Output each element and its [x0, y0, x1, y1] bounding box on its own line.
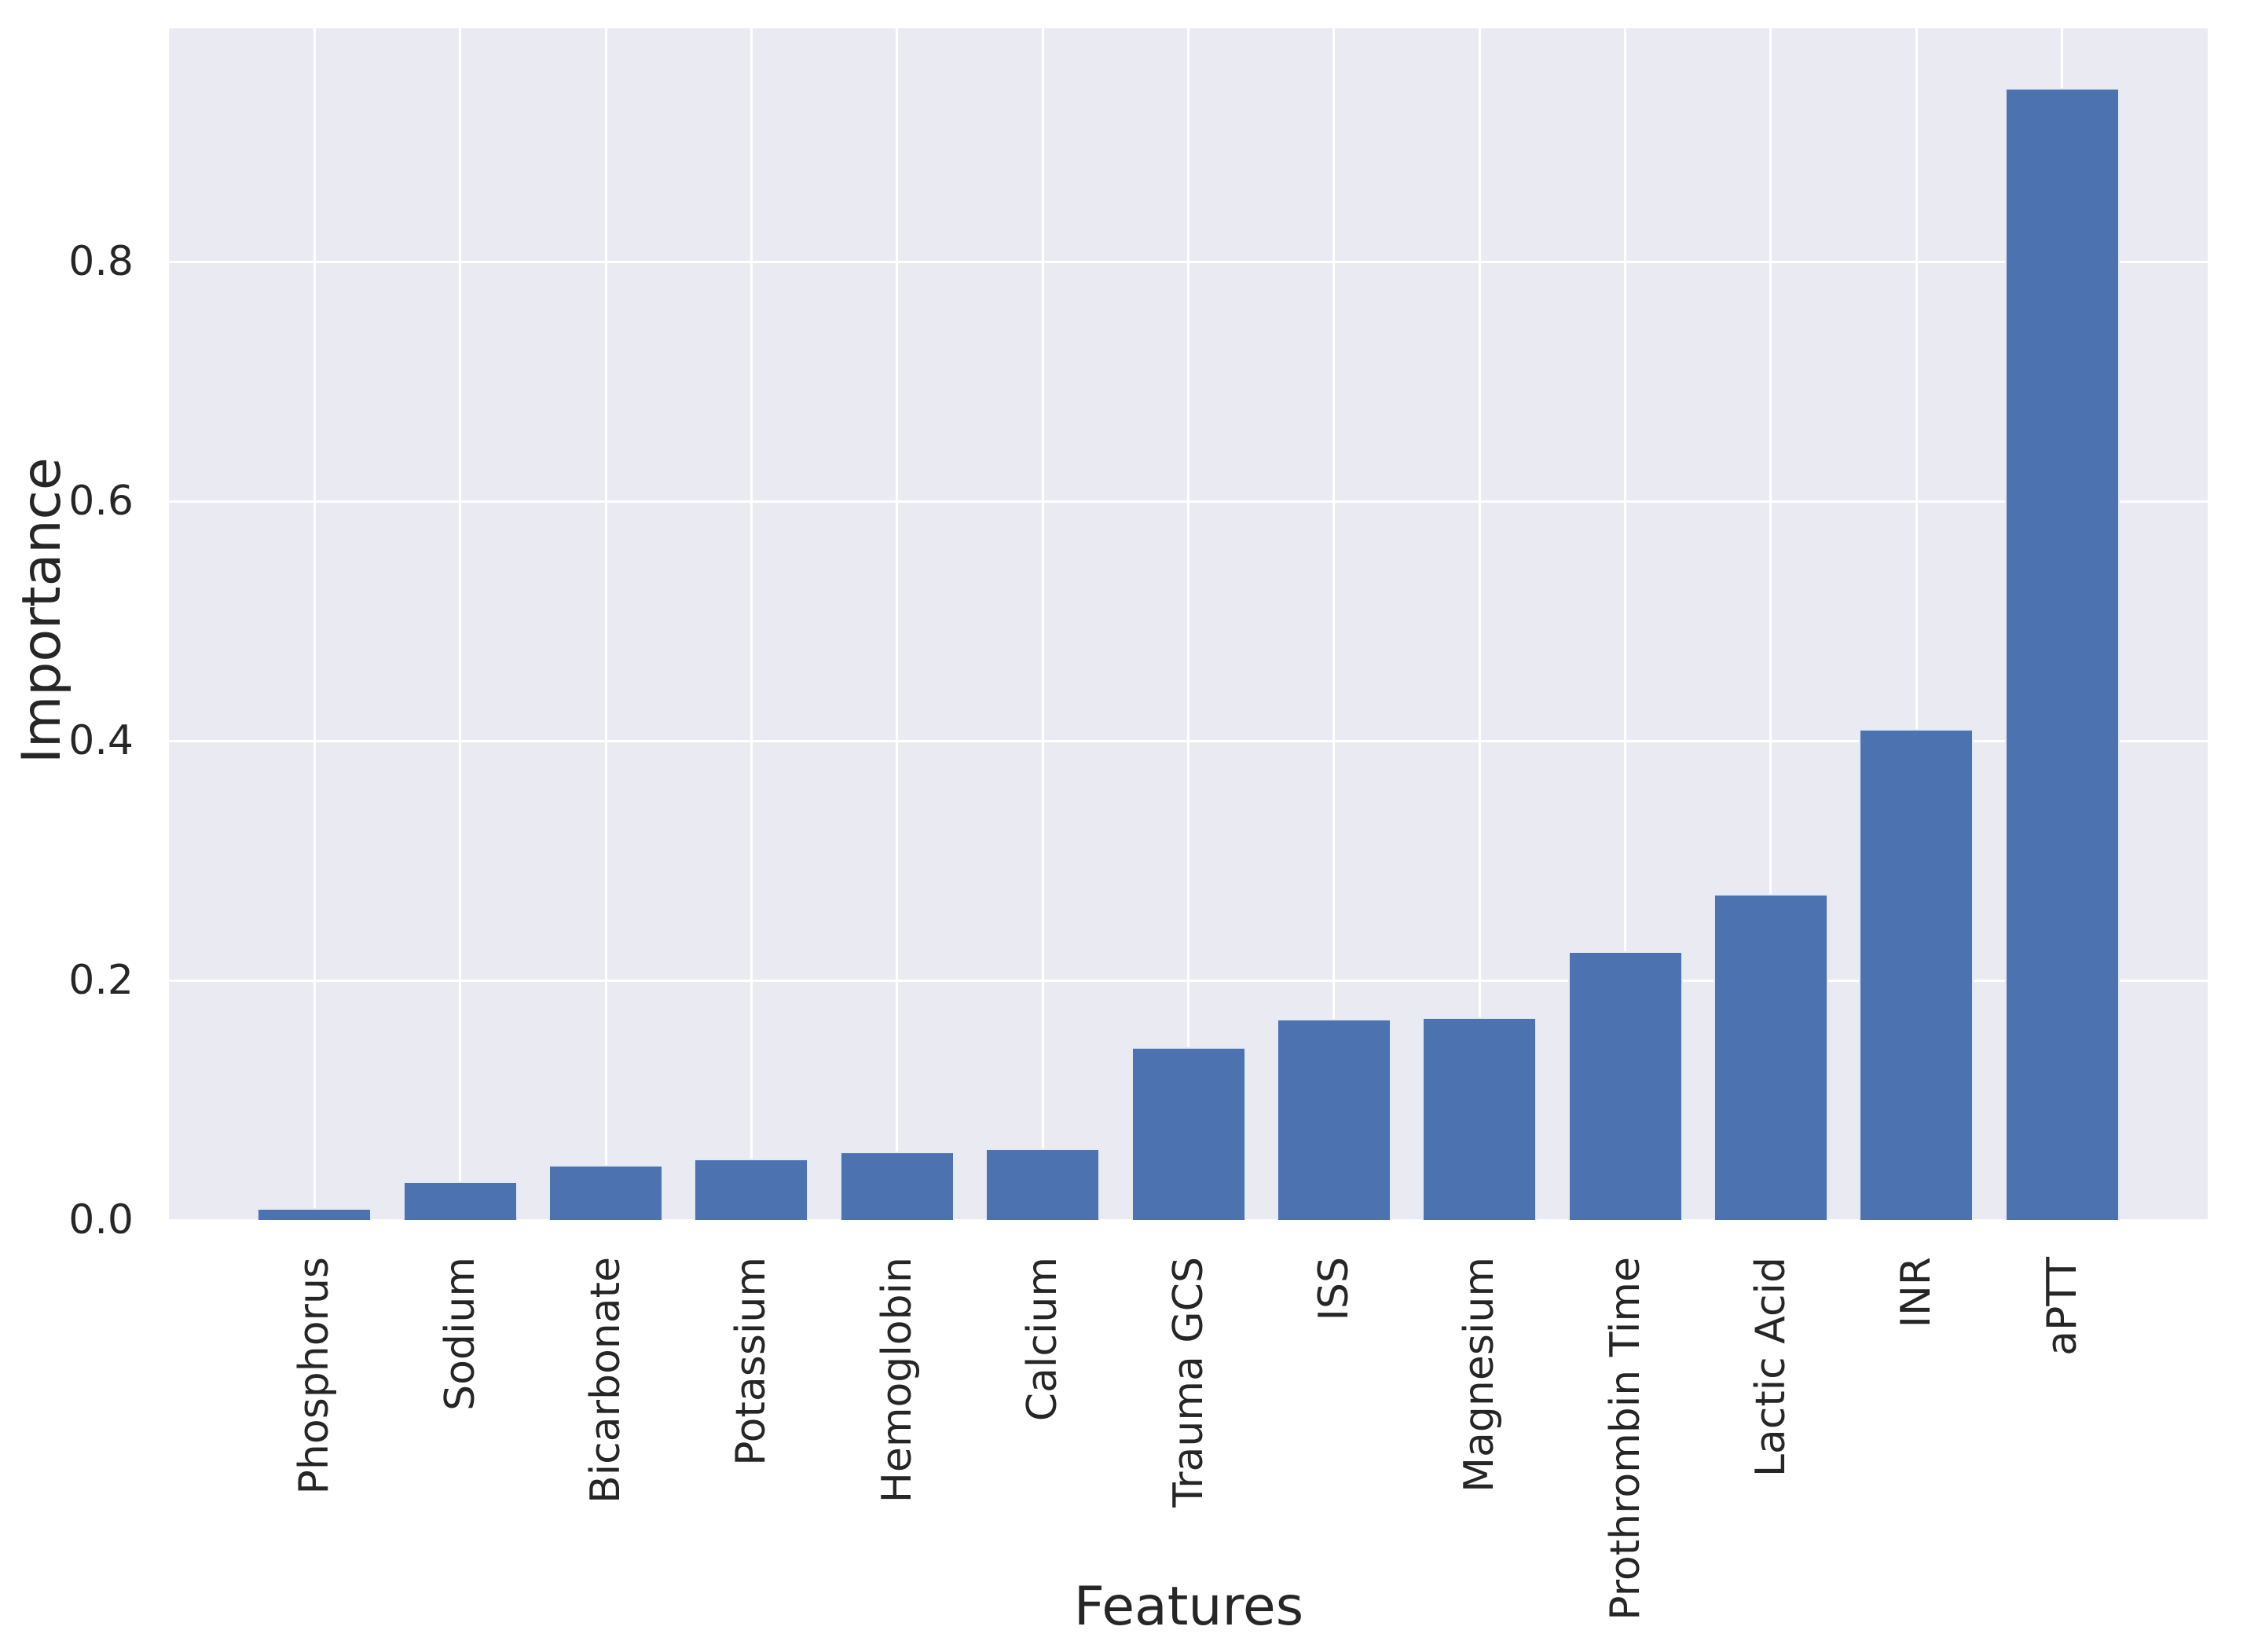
h-gridline [169, 739, 2208, 742]
y-tick-label: 0.8 [68, 238, 134, 286]
v-gridline [1041, 28, 1044, 1220]
x-tick-label: Magnesium [1456, 1257, 1504, 1493]
bar-calcium [985, 1148, 1101, 1220]
bar-trauma-gcs [1131, 1047, 1246, 1220]
x-tick-label: Sodium [436, 1257, 484, 1411]
v-gridline [1769, 28, 1772, 1220]
x-tick-label: ISS [1310, 1257, 1358, 1321]
bar-inr [1859, 729, 1974, 1220]
v-gridline [1624, 28, 1627, 1220]
bar-potassium [694, 1159, 809, 1220]
h-gridline [169, 260, 2208, 263]
x-tick-label: Prothrombin Time [1601, 1257, 1649, 1621]
x-tick-label: Bicarbonate [582, 1257, 630, 1504]
h-gridline [169, 1218, 2208, 1222]
v-gridline [1187, 28, 1189, 1220]
x-tick-label: Trauma GCS [1164, 1257, 1212, 1507]
x-tick-label: Calcium [1019, 1257, 1067, 1422]
bar-phosphorus [257, 1208, 372, 1220]
v-gridline [1915, 28, 1918, 1220]
y-tick-label: 0.2 [68, 957, 134, 1005]
bar-lactic-acid [1713, 894, 1828, 1220]
v-gridline [896, 28, 899, 1220]
v-gridline [313, 28, 316, 1220]
x-tick-label: aPTT [2038, 1257, 2086, 1356]
bar-iss [1276, 1019, 1391, 1220]
bar-aptt [2004, 88, 2120, 1220]
v-gridline [604, 28, 607, 1220]
plot-area [169, 28, 2208, 1222]
bar-magnesium [1422, 1017, 1538, 1220]
bar-bicarbonate [548, 1165, 664, 1220]
h-gridline [169, 500, 2208, 503]
x-tick-label: Lactic Acid [1747, 1257, 1794, 1478]
h-gridline [169, 979, 2208, 982]
bar-prothrombin-time [1567, 951, 1683, 1220]
bar-hemoglobin [839, 1152, 955, 1220]
bar-sodium [402, 1181, 518, 1220]
v-gridline [1478, 28, 1481, 1220]
x-tick-label: Hemoglobin [873, 1257, 921, 1504]
v-gridline [459, 28, 462, 1220]
x-axis-title: Features [1073, 1576, 1304, 1638]
x-tick-label: Potassium [728, 1257, 775, 1466]
x-tick-label: Phosphorus [291, 1257, 339, 1495]
y-tick-label: 0.6 [68, 478, 134, 526]
x-tick-label: INR [1893, 1257, 1941, 1328]
v-gridline [750, 28, 753, 1220]
v-gridline [1332, 28, 1336, 1220]
y-tick-label: 0.0 [68, 1196, 134, 1244]
y-tick-label: 0.4 [68, 717, 134, 765]
